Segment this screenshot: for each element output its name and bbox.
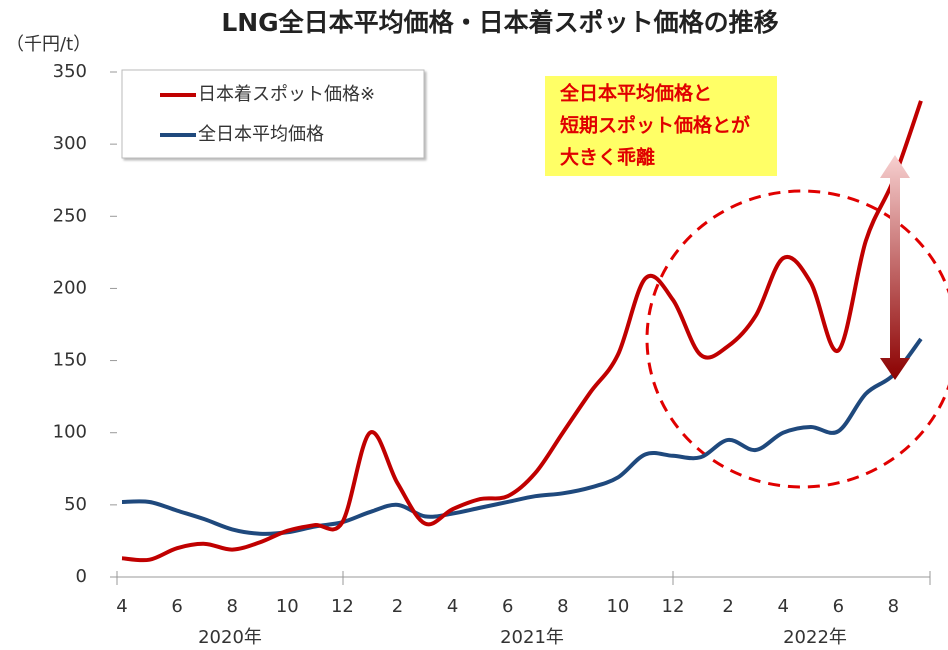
x-tick-label: 10 (276, 596, 299, 617)
legend-label: 全日本平均価格 (198, 124, 324, 145)
x-tick-label: 6 (171, 596, 182, 617)
x-tick-label: 6 (833, 596, 844, 617)
x-tick-label: 2 (722, 596, 733, 617)
legend-box (121, 69, 425, 159)
line-series (121, 337, 923, 536)
x-tick-label: 8 (226, 596, 237, 617)
annotation: 短期スポット価格とが (560, 114, 750, 137)
x-tick-label: 6 (502, 596, 513, 617)
x-tick-label: 8 (557, 596, 568, 617)
annotation: 全日本平均価格と (559, 82, 712, 105)
y-tick-label: 100 (53, 422, 87, 443)
x-tick-label: 8 (888, 596, 899, 617)
line-series (121, 100, 923, 563)
year-label: 2022年 (783, 627, 847, 648)
x-tick-label: 4 (447, 596, 458, 617)
y-tick-label: 300 (53, 133, 87, 154)
annotation-box (545, 76, 777, 176)
x-tick-label: 12 (331, 596, 354, 617)
x-tick-label: 2 (392, 596, 403, 617)
chart-title: LNG全日本平均価格・日本着スポット価格の推移 (221, 8, 778, 37)
y-tick-label: 250 (53, 205, 87, 226)
y-tick-label: 150 (53, 350, 87, 371)
x-tick-label: 4 (777, 596, 788, 617)
year-label: 2020年 (198, 627, 262, 648)
y-tick-label: 350 (53, 61, 87, 82)
annotation: 大きく乖離 (560, 146, 655, 169)
y-tick-label: 200 (53, 277, 87, 298)
y-tick-label: 0 (76, 566, 87, 587)
legend-label: 日本着スポット価格※ (198, 84, 375, 105)
x-tick-label: 10 (606, 596, 629, 617)
y-axis-label: （千円/t） (6, 34, 91, 55)
gap-arrow (880, 155, 910, 380)
year-label: 2021年 (500, 627, 564, 648)
y-tick-label: 50 (64, 494, 87, 515)
x-tick-label: 12 (662, 596, 685, 617)
x-tick-label: 4 (116, 596, 127, 617)
